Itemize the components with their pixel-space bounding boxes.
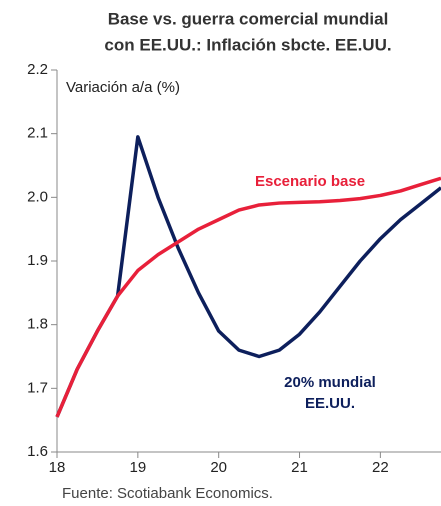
- x-tick-label: 18: [49, 459, 66, 476]
- series-line: [55, 176, 441, 418]
- chart-title: con EE.UU.: Inflación sbcte. EE.UU.: [104, 35, 391, 54]
- y-tick-label: 1.6: [27, 443, 48, 460]
- x-tick-label: 20: [210, 459, 227, 476]
- y-tick-label: 1.8: [27, 316, 48, 333]
- annotation: EE.UU.: [305, 395, 355, 412]
- x-tick-label: 22: [372, 459, 389, 476]
- y-tick-label: 1.9: [27, 252, 48, 269]
- x-tick-label: 21: [291, 459, 308, 476]
- y-tick-label: 2.0: [27, 188, 48, 205]
- x-tick-label: 19: [129, 459, 146, 476]
- y-axis-label: Variación a/a (%): [66, 79, 180, 96]
- y-tick-label: 2.1: [27, 125, 48, 142]
- source: Fuente: Scotiabank Economics.: [62, 485, 273, 502]
- series-line: [55, 135, 441, 418]
- chart-title: Base vs. guerra comercial mundial: [108, 9, 389, 28]
- annotation: Escenario base: [255, 173, 365, 190]
- y-tick-label: 1.7: [27, 379, 48, 396]
- annotation: 20% mundial: [284, 374, 376, 391]
- y-tick-label: 2.2: [27, 61, 48, 78]
